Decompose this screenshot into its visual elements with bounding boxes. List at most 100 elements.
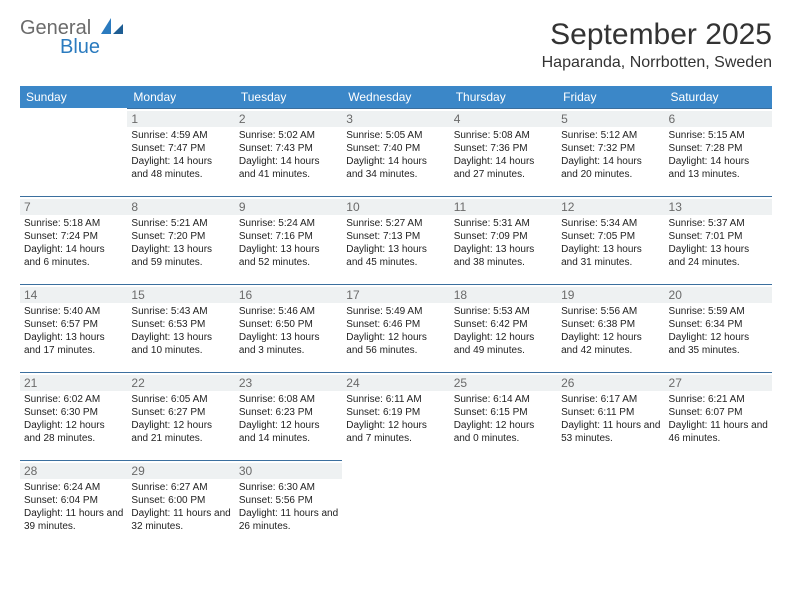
calendar-cell: 3 Sunrise: 5:05 AMSunset: 7:40 PMDaylight… (342, 108, 449, 196)
day-details: Sunrise: 5:34 AMSunset: 7:05 PMDaylight:… (561, 217, 660, 269)
day-details: Sunrise: 5:27 AMSunset: 7:13 PMDaylight:… (346, 217, 445, 269)
day-number: 26 (557, 375, 664, 391)
calendar-cell: 22Sunrise: 6:05 AMSunset: 6:27 PMDayligh… (127, 372, 234, 460)
title-block: September 2025 Haparanda, Norrbotten, Sw… (542, 18, 772, 72)
calendar-cell: 1Sunrise: 4:59 AMSunset: 7:47 PMDaylight… (127, 108, 234, 196)
calendar-cell: 12 Sunrise: 5:34 AMSunset: 7:05 PMDayligh… (557, 196, 664, 284)
day-cell: 28 Sunrise: 6:24 AMSunset: 6:04 PMDayligh… (20, 460, 127, 548)
day-cell: 5 Sunrise: 5:12 AMSunset: 7:32 PMDaylight… (557, 108, 664, 196)
calendar-cell: 11 Sunrise: 5:31 AMSunset: 7:09 PMDayligh… (450, 196, 557, 284)
day-cell: 23Sunrise: 6:08 AMSunset: 6:23 PMDayligh… (235, 372, 342, 460)
day-number: 2 (235, 111, 342, 127)
day-number: 6 (665, 111, 772, 127)
weekday-header: Monday (127, 86, 234, 108)
day-cell: 24Sunrise: 6:11 AMSunset: 6:19 PMDayligh… (342, 372, 449, 460)
day-cell: 30Sunrise: 6:30 AMSunset: 5:56 PMDayligh… (235, 460, 342, 548)
day-cell: 25Sunrise: 6:14 AMSunset: 6:15 PMDayligh… (450, 372, 557, 460)
calendar-cell: 26Sunrise: 6:17 AMSunset: 6:11 PMDayligh… (557, 372, 664, 460)
day-cell: 10 Sunrise: 5:27 AMSunset: 7:13 PMDayligh… (342, 196, 449, 284)
calendar-cell: 18Sunrise: 5:53 AMSunset: 6:42 PMDayligh… (450, 284, 557, 372)
calendar-body: 1Sunrise: 4:59 AMSunset: 7:47 PMDaylight… (20, 108, 772, 548)
day-number: 1 (127, 111, 234, 127)
day-details: Sunrise: 6:24 AMSunset: 6:04 PMDaylight:… (24, 481, 123, 533)
sail-icon (101, 17, 123, 39)
day-details: Sunrise: 5:18 AMSunset: 7:24 PMDaylight:… (24, 217, 123, 269)
day-number: 28 (20, 463, 127, 479)
day-details: Sunrise: 5:56 AMSunset: 6:38 PMDaylight:… (561, 305, 660, 357)
day-number: 27 (665, 375, 772, 391)
calendar-cell: 16Sunrise: 5:46 AMSunset: 6:50 PMDayligh… (235, 284, 342, 372)
day-number: 7 (20, 199, 127, 215)
calendar-cell: 23Sunrise: 6:08 AMSunset: 6:23 PMDayligh… (235, 372, 342, 460)
day-number: 10 (342, 199, 449, 215)
day-details: Sunrise: 5:59 AMSunset: 6:34 PMDaylight:… (669, 305, 768, 357)
day-details: Sunrise: 5:12 AMSunset: 7:32 PMDaylight:… (561, 129, 660, 181)
calendar-cell: 10 Sunrise: 5:27 AMSunset: 7:13 PMDayligh… (342, 196, 449, 284)
calendar-cell: 9Sunrise: 5:24 AMSunset: 7:16 PMDaylight… (235, 196, 342, 284)
calendar-week-row: 28 Sunrise: 6:24 AMSunset: 6:04 PMDayligh… (20, 460, 772, 548)
day-cell: 26Sunrise: 6:17 AMSunset: 6:11 PMDayligh… (557, 372, 664, 460)
day-details: Sunrise: 5:02 AMSunset: 7:43 PMDaylight:… (239, 129, 338, 181)
calendar-cell: 6 Sunrise: 5:15 AMSunset: 7:28 PMDaylight… (665, 108, 772, 196)
day-cell: 8Sunrise: 5:21 AMSunset: 7:20 PMDaylight… (127, 196, 234, 284)
day-details: Sunrise: 5:15 AMSunset: 7:28 PMDaylight:… (669, 129, 768, 181)
day-cell: 11 Sunrise: 5:31 AMSunset: 7:09 PMDayligh… (450, 196, 557, 284)
day-number: 22 (127, 375, 234, 391)
day-details: Sunrise: 6:27 AMSunset: 6:00 PMDaylight:… (131, 481, 230, 533)
calendar-cell (20, 108, 127, 196)
day-number: 3 (342, 111, 449, 127)
calendar-cell: 5 Sunrise: 5:12 AMSunset: 7:32 PMDaylight… (557, 108, 664, 196)
calendar-cell (342, 460, 449, 548)
day-number: 11 (450, 199, 557, 215)
weekday-header-row: SundayMondayTuesdayWednesdayThursdayFrid… (20, 86, 772, 108)
day-details: Sunrise: 5:31 AMSunset: 7:09 PMDaylight:… (454, 217, 553, 269)
day-details: Sunrise: 5:05 AMSunset: 7:40 PMDaylight:… (346, 129, 445, 181)
day-number: 30 (235, 463, 342, 479)
weekday-header: Sunday (20, 86, 127, 108)
calendar-cell: 25Sunrise: 6:14 AMSunset: 6:15 PMDayligh… (450, 372, 557, 460)
day-number: 13 (665, 199, 772, 215)
calendar-week-row: 14 Sunrise: 5:40 AMSunset: 6:57 PMDayligh… (20, 284, 772, 372)
calendar-cell: 19Sunrise: 5:56 AMSunset: 6:38 PMDayligh… (557, 284, 664, 372)
day-cell: 19Sunrise: 5:56 AMSunset: 6:38 PMDayligh… (557, 284, 664, 372)
day-details: Sunrise: 5:40 AMSunset: 6:57 PMDaylight:… (24, 305, 123, 357)
day-number: 25 (450, 375, 557, 391)
calendar-week-row: 1Sunrise: 4:59 AMSunset: 7:47 PMDaylight… (20, 108, 772, 196)
day-number: 5 (557, 111, 664, 127)
day-number: 29 (127, 463, 234, 479)
day-cell: 17 Sunrise: 5:49 AMSunset: 6:46 PMDayligh… (342, 284, 449, 372)
weekday-header: Wednesday (342, 86, 449, 108)
day-details: Sunrise: 5:46 AMSunset: 6:50 PMDaylight:… (239, 305, 338, 357)
day-cell: 16Sunrise: 5:46 AMSunset: 6:50 PMDayligh… (235, 284, 342, 372)
day-cell: 3 Sunrise: 5:05 AMSunset: 7:40 PMDaylight… (342, 108, 449, 196)
calendar-cell: 20Sunrise: 5:59 AMSunset: 6:34 PMDayligh… (665, 284, 772, 372)
calendar-cell (665, 460, 772, 548)
calendar-cell (450, 460, 557, 548)
header: General Blue September 2025 Haparanda, N… (20, 18, 772, 72)
calendar-cell: 13Sunrise: 5:37 AMSunset: 7:01 PMDayligh… (665, 196, 772, 284)
day-cell: 9Sunrise: 5:24 AMSunset: 7:16 PMDaylight… (235, 196, 342, 284)
calendar-cell: 2 Sunrise: 5:02 AMSunset: 7:43 PMDaylight… (235, 108, 342, 196)
calendar-cell: 17 Sunrise: 5:49 AMSunset: 6:46 PMDayligh… (342, 284, 449, 372)
calendar-week-row: 21Sunrise: 6:02 AMSunset: 6:30 PMDayligh… (20, 372, 772, 460)
calendar-week-row: 7 Sunrise: 5:18 AMSunset: 7:24 PMDaylight… (20, 196, 772, 284)
day-cell: 12 Sunrise: 5:34 AMSunset: 7:05 PMDayligh… (557, 196, 664, 284)
day-cell: 7 Sunrise: 5:18 AMSunset: 7:24 PMDaylight… (20, 196, 127, 284)
day-cell: 4Sunrise: 5:08 AMSunset: 7:36 PMDaylight… (450, 108, 557, 196)
day-number: 17 (342, 287, 449, 303)
day-number: 14 (20, 287, 127, 303)
weekday-header: Tuesday (235, 86, 342, 108)
location-subtitle: Haparanda, Norrbotten, Sweden (542, 54, 772, 72)
brand-name-bottom: Blue (60, 37, 123, 58)
day-details: Sunrise: 5:43 AMSunset: 6:53 PMDaylight:… (131, 305, 230, 357)
day-details: Sunrise: 5:49 AMSunset: 6:46 PMDaylight:… (346, 305, 445, 357)
day-details: Sunrise: 5:08 AMSunset: 7:36 PMDaylight:… (454, 129, 553, 181)
day-details: Sunrise: 6:02 AMSunset: 6:30 PMDaylight:… (24, 393, 123, 445)
calendar-cell: 28 Sunrise: 6:24 AMSunset: 6:04 PMDayligh… (20, 460, 127, 548)
brand-logo: General Blue (20, 18, 123, 58)
day-cell: 13Sunrise: 5:37 AMSunset: 7:01 PMDayligh… (665, 196, 772, 284)
day-cell: 2 Sunrise: 5:02 AMSunset: 7:43 PMDaylight… (235, 108, 342, 196)
calendar-cell: 7 Sunrise: 5:18 AMSunset: 7:24 PMDaylight… (20, 196, 127, 284)
day-cell: 6 Sunrise: 5:15 AMSunset: 7:28 PMDaylight… (665, 108, 772, 196)
day-number: 12 (557, 199, 664, 215)
